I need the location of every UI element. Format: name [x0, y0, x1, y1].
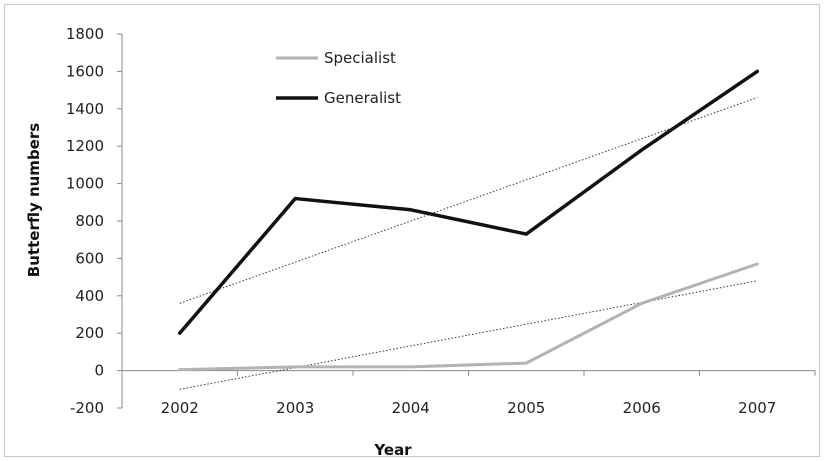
y-tick-label: -200	[70, 399, 104, 417]
y-tick-label: 800	[75, 212, 104, 230]
y-tick-label: 1600	[66, 62, 104, 80]
x-tick-label: 2006	[623, 399, 661, 417]
x-tick-label: 2004	[392, 399, 430, 417]
y-tick-label: 1800	[66, 25, 104, 43]
y-tick-label: 200	[75, 324, 104, 342]
series-line-generalist	[178, 69, 759, 335]
x-tick-label: 2005	[507, 399, 545, 417]
y-tick-label: 0	[94, 362, 104, 380]
x-axis-title: Year	[373, 441, 412, 459]
legend-label-generalist: Generalist	[324, 89, 401, 107]
y-tick-label: 400	[75, 287, 104, 305]
axes	[121, 34, 816, 408]
x-axis-ticks: 2002 2003 2004 2005 2006 2007	[161, 399, 777, 417]
trendline-generalist	[179, 97, 758, 304]
legend-label-specialist: Specialist	[324, 49, 396, 67]
y-tick-label: 1000	[66, 175, 104, 193]
x-tick-label: 2002	[161, 399, 199, 417]
trendlines	[179, 97, 758, 390]
y-tick-label: 600	[75, 249, 104, 267]
y-axis-title: Butterfly numbers	[25, 123, 43, 277]
series-line-specialist	[178, 262, 759, 372]
y-tick-label: 1400	[66, 100, 104, 118]
y-tick-label: 1200	[66, 137, 104, 155]
x-tick-label: 2007	[738, 399, 776, 417]
chart-frame	[4, 4, 820, 457]
x-tick-label: 2003	[276, 399, 314, 417]
legend: Specialist Generalist	[276, 49, 401, 107]
y-axis-ticks: -200 0 200 400 600 800 1000 1200 1400 1600 1800	[66, 25, 122, 417]
series-lines	[178, 69, 759, 372]
